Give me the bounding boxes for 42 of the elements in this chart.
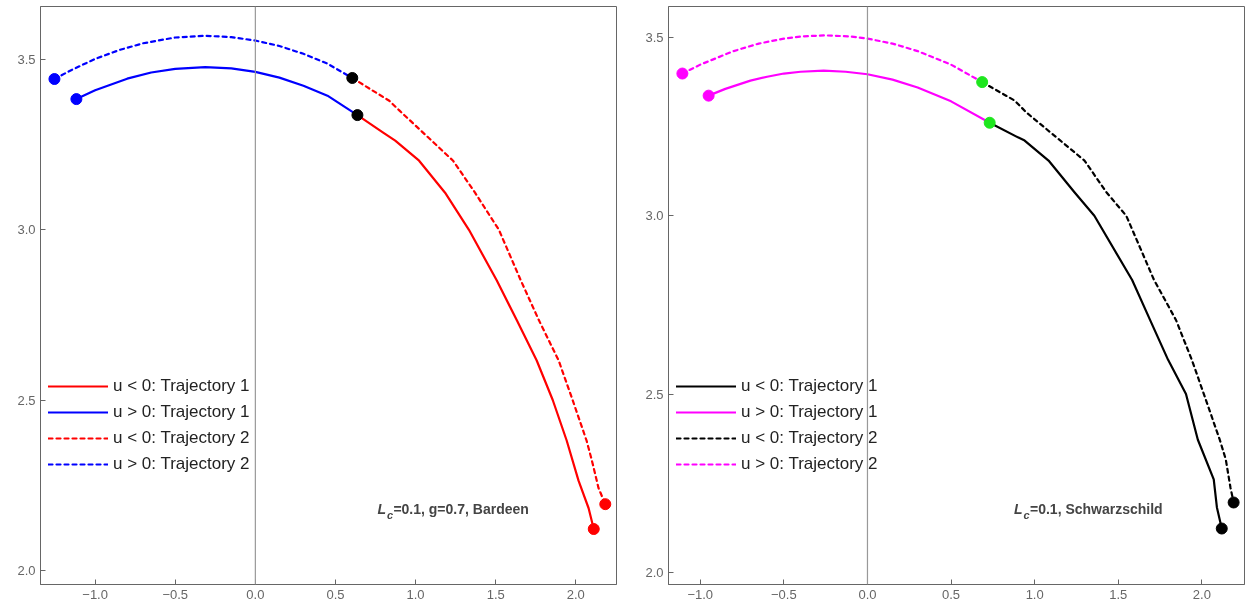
y-tick-label: 3.0 — [645, 208, 664, 224]
y-tick-label: 2.0 — [645, 564, 664, 580]
point — [587, 523, 600, 535]
y-tick-label: 3.5 — [17, 52, 36, 68]
legend-label: u > 0: Trajectory 1 — [113, 402, 250, 422]
legend-label: u < 0: Trajectory 1 — [741, 376, 878, 396]
point — [70, 93, 83, 106]
point — [983, 116, 996, 129]
x-tick-label: 2.0 — [1192, 586, 1211, 602]
point — [351, 109, 364, 122]
legend-label: u > 0: Trajectory 2 — [113, 454, 250, 474]
y-tick-label: 2.0 — [17, 562, 36, 578]
point — [599, 498, 612, 511]
legend-label: u > 0: Trajectory 2 — [741, 454, 878, 474]
x-tick-label: 1.0 — [406, 586, 425, 602]
point — [702, 89, 715, 102]
x-tick-label: −1.0 — [687, 586, 714, 602]
point — [48, 73, 61, 85]
x-tick-label: 1.5 — [1109, 586, 1128, 602]
x-tick-label: 1.5 — [486, 586, 505, 602]
x-tick-label: 2.0 — [566, 586, 585, 602]
x-tick-label: 0.5 — [942, 586, 961, 602]
x-tick-label: 0.5 — [326, 586, 345, 602]
x-tick-label: 0.0 — [858, 586, 877, 602]
legend-label: u < 0: Trajectory 2 — [741, 428, 878, 448]
y-tick-label: 3.0 — [17, 222, 36, 238]
y-tick-label: 3.5 — [645, 30, 664, 46]
x-tick-label: −0.5 — [162, 586, 189, 602]
x-tick-label: −1.0 — [82, 586, 108, 602]
y-tick-label: 2.5 — [645, 386, 664, 402]
y-tick-label: 2.5 — [17, 392, 36, 408]
point — [346, 71, 359, 84]
point — [676, 67, 689, 80]
legend-label: u < 0: Trajectory 1 — [113, 376, 250, 396]
x-tick-label: 0.0 — [246, 586, 265, 602]
point — [1215, 522, 1228, 535]
point — [1227, 496, 1240, 509]
x-tick-label: −0.5 — [771, 586, 797, 602]
legend-label: u > 0: Trajectory 1 — [741, 402, 878, 422]
x-tick-label: 1.0 — [1025, 586, 1044, 602]
legend-label: u < 0: Trajectory 2 — [113, 428, 250, 448]
point — [976, 76, 989, 89]
